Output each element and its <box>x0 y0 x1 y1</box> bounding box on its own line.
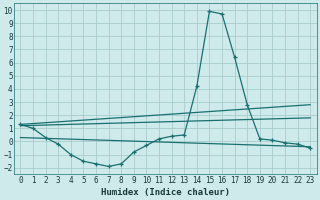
X-axis label: Humidex (Indice chaleur): Humidex (Indice chaleur) <box>101 188 230 197</box>
